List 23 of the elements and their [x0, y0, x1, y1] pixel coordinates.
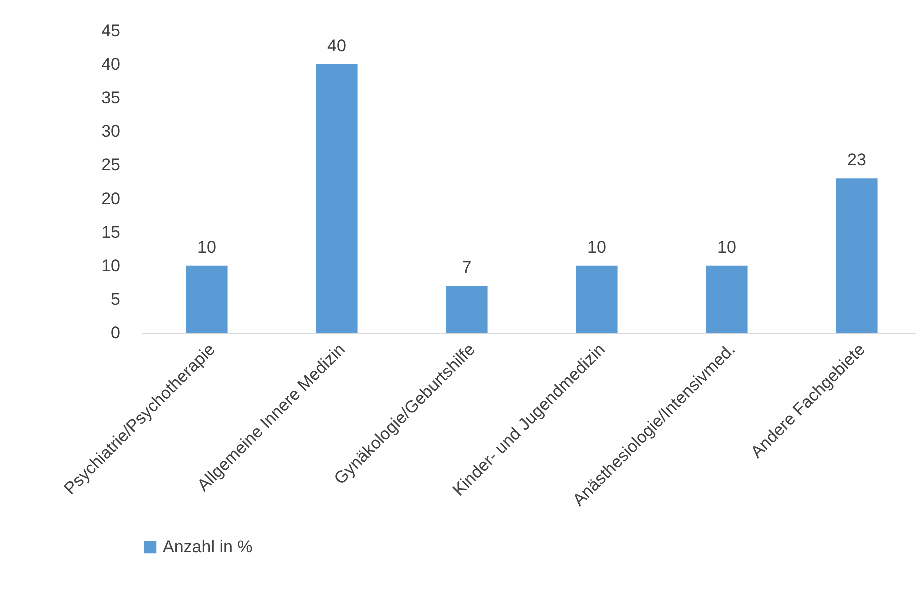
bar: [836, 178, 878, 333]
bar: [706, 266, 748, 333]
bar: [186, 266, 228, 333]
y-tick-label: 10: [102, 256, 120, 276]
data-label: 7: [462, 258, 472, 278]
y-tick-label: 30: [102, 122, 120, 142]
y-tick-label: 0: [111, 324, 120, 342]
y-tick-label: 5: [111, 290, 120, 309]
data-label: 10: [718, 238, 736, 257]
legend-label: Anzahl in %: [163, 538, 253, 556]
bar: [446, 286, 488, 333]
data-label: 10: [198, 238, 216, 257]
bar: [316, 64, 358, 333]
data-label: 10: [588, 238, 606, 257]
y-tick-label: 45: [102, 22, 120, 40]
y-tick-label: 20: [102, 189, 120, 208]
data-label: 23: [848, 150, 866, 170]
y-tick-label: 15: [102, 222, 120, 242]
y-tick-label: 25: [102, 156, 120, 175]
y-tick-label: 40: [102, 55, 120, 74]
data-label: 40: [328, 36, 346, 56]
y-tick-label: 35: [102, 88, 120, 108]
bar: [576, 266, 618, 333]
